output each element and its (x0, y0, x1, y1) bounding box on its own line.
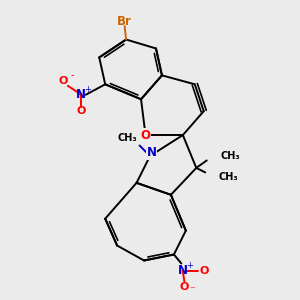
Text: N: N (76, 88, 86, 101)
Text: O: O (59, 76, 68, 86)
Text: CH₃: CH₃ (118, 133, 137, 143)
Text: +: + (84, 85, 91, 94)
Text: Br: Br (117, 15, 132, 28)
Text: N: N (178, 264, 188, 278)
Text: +: + (186, 261, 193, 270)
Text: O: O (76, 106, 86, 116)
Text: ⁻: ⁻ (189, 285, 195, 295)
Text: N: N (146, 146, 157, 160)
Text: CH₃: CH₃ (219, 172, 238, 182)
Text: O: O (140, 129, 151, 142)
Text: CH₃: CH₃ (220, 151, 240, 161)
Text: -: - (70, 70, 74, 80)
Text: O: O (180, 282, 189, 292)
Text: O: O (200, 266, 209, 276)
